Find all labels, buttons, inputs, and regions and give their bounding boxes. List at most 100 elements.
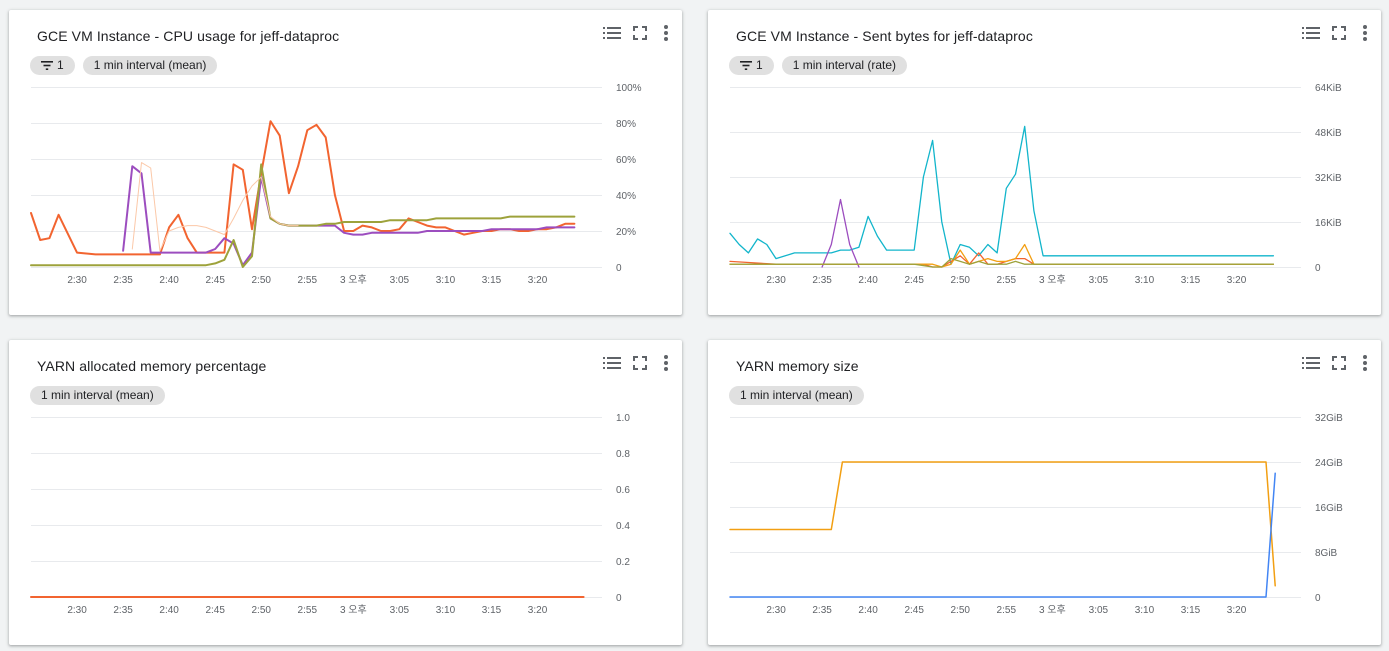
series-line-1	[729, 472, 1276, 598]
gridlines	[31, 87, 602, 268]
x-tick-label: 3:05	[390, 275, 410, 286]
legend-list-icon[interactable]	[1302, 27, 1320, 39]
x-tick-label: 2:35	[812, 605, 832, 616]
y-tick-label: 48KiB	[1315, 128, 1342, 139]
y-tick-label: 0	[616, 263, 622, 274]
interval-chip[interactable]: 1 min interval (mean)	[82, 56, 218, 75]
x-tick-label: 3:15	[482, 605, 502, 616]
y-tick-label: 1.0	[616, 413, 630, 424]
x-tick-label: 3:20	[528, 275, 548, 286]
x-tick-label: 2:35	[113, 605, 133, 616]
series-line-3	[131, 162, 299, 252]
x-tick-label: 2:40	[858, 275, 878, 286]
y-tick-label: 32GiB	[1315, 413, 1343, 424]
gridlines	[730, 87, 1301, 268]
y-tick-label: 80%	[616, 119, 636, 130]
chart-card-yarn-memory-size: 0 8GiB 16GiB 24GiB 32GiB 2:30 2:35 2:40 2:45 2:50…	[708, 340, 1381, 645]
y-tick-label: 64KiB	[1315, 83, 1342, 94]
x-tick-label: 2:35	[113, 275, 133, 286]
y-tick-label: 32KiB	[1315, 173, 1342, 184]
legend-list-icon[interactable]	[1302, 357, 1320, 369]
yarn-memory-size-chart: 0 8GiB 16GiB 24GiB 32GiB 2:30 2:35 2:40 2:45 2:50…	[729, 413, 1343, 616]
more-vert-icon[interactable]	[1363, 355, 1367, 371]
filter-icon	[41, 61, 53, 70]
fullscreen-icon[interactable]	[1332, 356, 1346, 370]
x-tick-label: 3 오후	[340, 274, 367, 286]
x-tick-label: 2:30	[766, 275, 786, 286]
interval-chip[interactable]: 1 min interval (mean)	[729, 386, 864, 405]
x-tick-label: 2:40	[159, 275, 179, 286]
x-tick-label: 3:15	[1181, 275, 1201, 286]
legend-list-icon[interactable]	[603, 27, 621, 39]
card-title: GCE VM Instance - Sent bytes for jeff-da…	[736, 28, 1033, 44]
x-tick-label: 2:40	[858, 605, 878, 616]
x-tick-label: 2:30	[67, 605, 87, 616]
filter-count: 1	[57, 58, 64, 72]
y-tick-label: 0.6	[616, 485, 630, 496]
x-tick-label: 2:45	[205, 275, 225, 286]
x-tick-label: 3:20	[1227, 605, 1247, 616]
cpu-usage-chart: 0 20% 40% 60% 80% 100% 2:30 2:35 2:40 2:45 2:50 2:5…	[30, 83, 642, 286]
filter-chip[interactable]: 1	[729, 56, 774, 75]
series-line-2	[30, 163, 576, 268]
fullscreen-icon[interactable]	[633, 356, 647, 370]
x-tick-label: 2:55	[997, 605, 1017, 616]
more-vert-icon[interactable]	[664, 25, 668, 41]
y-tick-label: 0	[1315, 593, 1321, 604]
x-tick-label: 2:35	[812, 275, 832, 286]
interval-chip[interactable]: 1 min interval (mean)	[30, 386, 165, 405]
x-tick-label: 3:10	[1135, 275, 1155, 286]
fullscreen-icon[interactable]	[1332, 26, 1346, 40]
x-tick-label: 3:15	[482, 275, 502, 286]
x-tick-label: 3:15	[1181, 605, 1201, 616]
x-tick-label: 3:20	[528, 605, 548, 616]
y-tick-label: 60%	[616, 155, 636, 166]
more-vert-icon[interactable]	[664, 355, 668, 371]
x-tick-label: 3:05	[1089, 605, 1109, 616]
x-tick-label: 2:50	[951, 275, 971, 286]
y-tick-label: 20%	[616, 227, 636, 238]
x-tick-label: 3:10	[436, 605, 456, 616]
interval-chip[interactable]: 1 min interval (rate)	[781, 56, 908, 75]
x-tick-label: 2:50	[252, 275, 272, 286]
series-line-1	[122, 165, 576, 267]
filter-icon	[740, 61, 752, 70]
fullscreen-icon[interactable]	[633, 26, 647, 40]
x-tick-label: 2:30	[67, 275, 87, 286]
gridlines	[31, 417, 602, 598]
x-tick-label: 2:30	[766, 605, 786, 616]
y-tick-label: 0.4	[616, 521, 630, 532]
x-tick-label: 3 오후	[1039, 604, 1066, 616]
gridlines	[730, 417, 1301, 598]
chart-card-sent-bytes: 0 16KiB 32KiB 48KiB 64KiB 2:30 2:35 2:40 2:45 2:5…	[708, 10, 1381, 315]
series-line-2	[729, 252, 1275, 268]
x-tick-label: 2:45	[205, 605, 225, 616]
x-tick-label: 2:40	[159, 605, 179, 616]
more-vert-icon[interactable]	[1363, 25, 1367, 41]
x-tick-label: 3:20	[1227, 275, 1247, 286]
card-title: YARN allocated memory percentage	[37, 358, 267, 374]
chart-card-cpu-usage: 0 20% 40% 60% 80% 100% 2:30 2:35 2:40 2:45 2:50 2:5…	[9, 10, 682, 315]
y-tick-label: 40%	[616, 191, 636, 202]
x-tick-label: 2:45	[904, 275, 924, 286]
x-tick-label: 2:45	[904, 605, 924, 616]
y-tick-label: 0	[616, 593, 622, 604]
filter-chip[interactable]: 1	[30, 56, 75, 75]
y-tick-label: 0.8	[616, 449, 630, 460]
x-tick-label: 2:50	[252, 605, 272, 616]
x-tick-label: 3:05	[1089, 275, 1109, 286]
x-tick-label: 3:10	[436, 275, 456, 286]
y-tick-label: 16GiB	[1315, 503, 1343, 514]
chart-card-yarn-allocated-memory: 0 0.2 0.4 0.6 0.8 1.0 2:30 2:35 2:40 2:45 2:50 2:55…	[9, 340, 682, 645]
y-tick-label: 0	[1315, 263, 1321, 274]
x-tick-label: 3:10	[1135, 605, 1155, 616]
x-tick-label: 2:55	[997, 275, 1017, 286]
yarn-allocated-memory-chart: 0 0.2 0.4 0.6 0.8 1.0 2:30 2:35 2:40 2:45 2:50 2:55…	[30, 413, 630, 616]
y-tick-label: 8GiB	[1315, 548, 1338, 559]
x-tick-label: 3:05	[390, 605, 410, 616]
series-line-0	[729, 125, 1275, 265]
y-tick-label: 16KiB	[1315, 218, 1342, 229]
y-tick-label: 0.2	[616, 557, 630, 568]
legend-list-icon[interactable]	[603, 357, 621, 369]
sent-bytes-chart: 0 16KiB 32KiB 48KiB 64KiB 2:30 2:35 2:40 2:45 2:5…	[729, 83, 1342, 286]
